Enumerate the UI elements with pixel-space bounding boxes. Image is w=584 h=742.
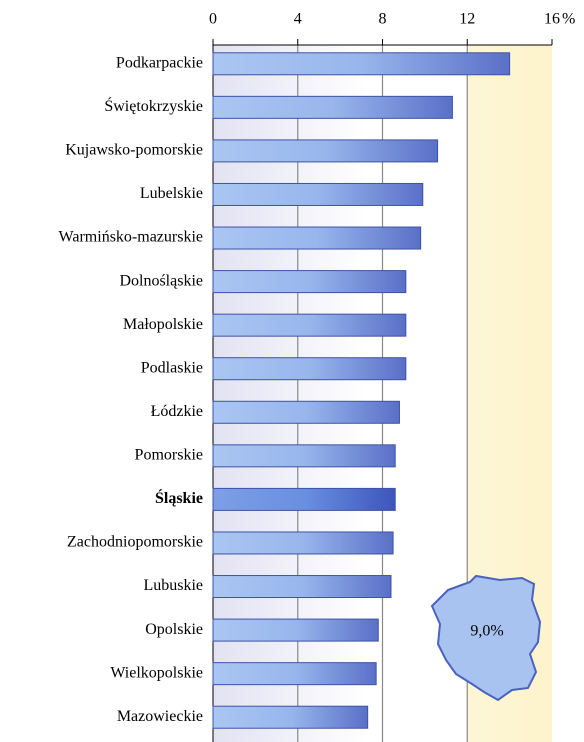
bar <box>212 618 379 642</box>
y-tick-label: Opolskie <box>145 621 203 638</box>
y-tick-label: Łódzkie <box>151 403 203 420</box>
y-tick-label: Małopolskie <box>123 316 203 333</box>
y-tick-label: Lubuskie <box>143 577 203 594</box>
unit-label: % <box>562 11 575 28</box>
map-poland <box>430 574 542 702</box>
x-tick-label: 8 <box>379 11 387 28</box>
bar <box>212 52 511 76</box>
bar <box>212 357 407 381</box>
bar <box>212 313 407 337</box>
x-tick-label: 12 <box>459 11 475 28</box>
x-tick-label: 4 <box>294 11 302 28</box>
y-tick-label: Podkarpackie <box>116 54 203 71</box>
x-tick-label: 16 <box>544 11 560 28</box>
bar <box>212 575 392 599</box>
bar <box>212 705 369 729</box>
bar <box>212 662 377 686</box>
bar <box>212 444 396 468</box>
annotation: 9,0% <box>470 623 503 640</box>
y-tick-label: Wielkopolskie <box>110 664 203 681</box>
y-tick-label: Mazowieckie <box>117 708 203 725</box>
y-tick-label: Pomorskie <box>135 447 203 464</box>
y-tick-label: Kujawsko-pomorskie <box>65 142 203 159</box>
y-tick-label: Śląskie <box>155 488 203 507</box>
y-tick-label: Podlaskie <box>141 359 203 376</box>
y-tick-label: Świętokrzyskie <box>104 96 203 115</box>
bar <box>212 270 407 294</box>
x-tick-label: 0 <box>209 11 217 28</box>
y-tick-label: Zachodniopomorskie <box>67 534 203 551</box>
bar <box>212 95 453 119</box>
bar <box>212 182 424 206</box>
bar <box>212 226 422 250</box>
y-tick-label: Warmińsko-mazurskie <box>59 229 203 246</box>
bar <box>212 531 394 555</box>
bar <box>212 400 400 424</box>
y-tick-label: Dolnośląskie <box>119 272 203 289</box>
bar <box>212 487 396 511</box>
y-tick-label: Lubelskie <box>140 185 203 202</box>
bar <box>212 139 439 163</box>
